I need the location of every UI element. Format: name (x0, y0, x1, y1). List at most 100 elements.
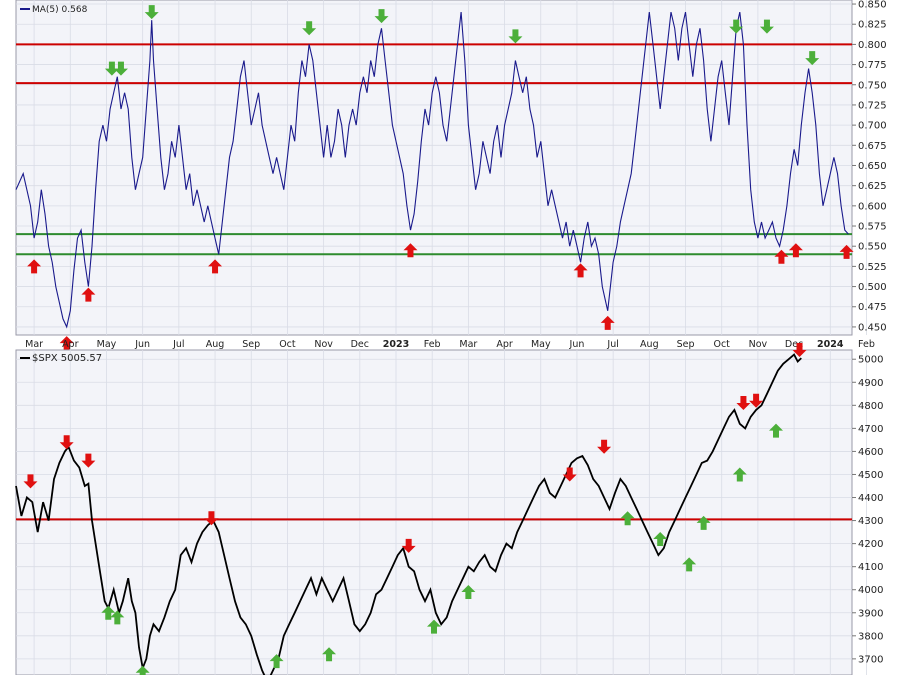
red-arrow-down-icon (597, 439, 612, 454)
y-tick-label: 4400 (858, 493, 883, 504)
green-arrow-down-icon (759, 19, 774, 34)
red-arrow-down-icon (749, 393, 764, 408)
x-tick-label: Jul (172, 339, 184, 350)
y-tick-label: 0.775 (858, 60, 887, 71)
x-axis-labels: Mar Apr May Jun Jul Aug Sep Oct Nov Dec 2023 Feb Mar… (25, 339, 875, 350)
red-arrow-up-icon (600, 315, 615, 330)
green-arrow-up-icon (135, 665, 150, 675)
green-arrow-up-icon (427, 619, 441, 634)
indicator-legend-label: MA(5) 0.568 (32, 5, 88, 15)
y-tick-label: 4200 (858, 539, 883, 550)
x-tick-label: Nov (314, 339, 333, 350)
indicator-signal-arrows (27, 5, 854, 351)
green-arrow-down-icon (805, 51, 820, 66)
price-grid (16, 350, 867, 675)
y-tick-label: 3700 (858, 654, 883, 665)
x-tick-label: Sep (242, 339, 260, 350)
y-tick-label: 0.550 (858, 242, 887, 253)
y-tick-label: 4500 (858, 470, 883, 481)
indicator-panel: 0.450 0.475 0.500 0.525 0.550 0.575 0.600 0.625… (15, 0, 887, 351)
x-tick-label: Mar (25, 339, 43, 350)
green-arrow-down-icon (144, 5, 159, 20)
green-arrow-down-icon (729, 19, 744, 34)
y-tick-label: 4800 (858, 401, 883, 412)
y-tick-label: 0.700 (858, 121, 887, 132)
y-tick-label: 5000 (858, 355, 883, 366)
indicator-ma-line (15, 11, 849, 329)
green-arrow-down-icon (104, 61, 119, 76)
x-tick-label: Oct (713, 339, 730, 350)
price-signal-arrows (23, 343, 807, 675)
x-tick-label: Jul (606, 339, 618, 350)
x-tick-label: Mar (459, 339, 477, 350)
y-tick-label: 3900 (858, 608, 883, 619)
price-panel: 3700 3800 3900 4000 4100 4200 4300 4400 4500 4600… (15, 343, 883, 675)
x-tick-label: Jun (569, 339, 585, 350)
y-tick-label: 4700 (858, 424, 883, 435)
y-tick-label: 4100 (858, 562, 883, 573)
indicator-plot-area (15, 0, 853, 336)
green-arrow-up-icon (653, 532, 668, 547)
x-tick-label: Feb (424, 339, 441, 350)
x-tick-label: Oct (279, 339, 296, 350)
red-arrow-up-icon (839, 244, 854, 259)
y-tick-label: 4300 (858, 516, 883, 527)
green-arrow-up-icon (682, 557, 697, 572)
x-tick-label: Jun (134, 339, 150, 350)
x-tick-label: Dec (785, 339, 803, 350)
red-arrow-down-icon (736, 396, 751, 411)
y-tick-label: 4600 (858, 447, 883, 458)
y-tick-label: 0.600 (858, 201, 887, 212)
indicator-y-axis: 0.450 0.475 0.500 0.525 0.550 0.575 0.600 0.625… (852, 0, 887, 333)
green-arrow-up-icon (769, 423, 783, 438)
red-arrow-down-icon (81, 453, 96, 468)
price-legend-label: $SPX 5005.57 (32, 353, 102, 364)
x-tick-label: May (531, 339, 551, 350)
red-arrow-up-icon (208, 259, 223, 274)
y-tick-label: 0.750 (858, 80, 887, 91)
green-arrow-down-icon (374, 9, 389, 24)
y-tick-label: 0.675 (858, 141, 887, 152)
y-tick-label: 4000 (858, 585, 883, 596)
x-tick-label: Sep (677, 339, 695, 350)
green-arrow-down-icon (508, 29, 523, 44)
y-tick-label: 0.475 (858, 302, 887, 313)
x-tick-label: 2024 (817, 339, 844, 350)
red-arrow-up-icon (788, 243, 803, 258)
y-tick-label: 0.825 (858, 20, 887, 31)
red-arrow-down-icon (562, 467, 577, 482)
x-tick-label: 2023 (383, 339, 409, 350)
green-arrow-down-icon (113, 61, 128, 76)
red-arrow-up-icon (27, 259, 42, 274)
y-tick-label: 0.450 (858, 322, 887, 333)
y-tick-label: 0.575 (858, 222, 887, 233)
red-arrow-down-icon (401, 538, 416, 553)
green-arrow-up-icon (101, 605, 116, 620)
y-tick-label: 0.800 (858, 40, 887, 51)
red-arrow-up-icon (573, 263, 588, 278)
price-y-axis: 3700 3800 3900 4000 4100 4200 4300 4400 4500 4600… (852, 355, 883, 665)
y-tick-label: 0.625 (858, 181, 887, 192)
red-arrow-down-icon (792, 343, 807, 357)
red-arrow-up-icon (81, 287, 96, 302)
x-tick-label: Dec (351, 339, 369, 350)
red-arrow-down-icon (23, 474, 38, 489)
green-arrow-up-icon (110, 610, 125, 625)
x-tick-label: Aug (206, 339, 225, 350)
green-arrow-up-icon (322, 647, 337, 662)
green-arrow-up-icon (732, 467, 747, 482)
red-arrow-down-icon (204, 511, 219, 526)
green-arrow-up-icon (269, 654, 284, 669)
y-tick-label: 0.725 (858, 100, 887, 111)
green-arrow-up-icon (696, 515, 711, 530)
red-arrow-down-icon (59, 435, 74, 450)
x-tick-label: Nov (749, 339, 768, 350)
spx-price-line (15, 353, 802, 675)
y-tick-label: 4900 (858, 378, 883, 389)
y-tick-label: 0.525 (858, 262, 887, 273)
red-arrow-up-icon (59, 336, 74, 351)
price-legend: $SPX 5005.57 (20, 353, 102, 364)
green-arrow-up-icon (461, 585, 476, 600)
green-arrow-down-icon (302, 21, 317, 36)
